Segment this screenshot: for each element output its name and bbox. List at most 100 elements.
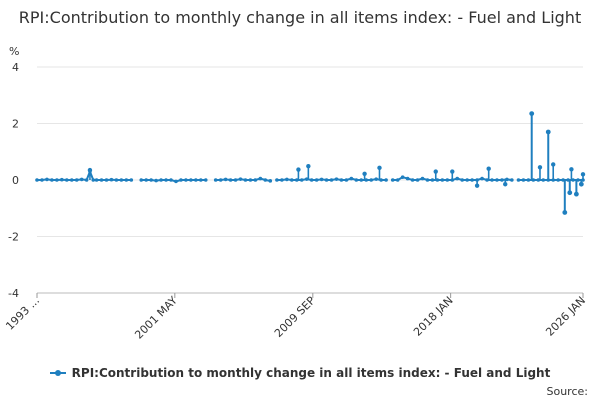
x-tick-labels: 1993 ... 2001 MAY 2009 SEP 2018 JAN 2026 JAN bbox=[3, 294, 588, 342]
data-point bbox=[213, 178, 218, 182]
data-point bbox=[285, 177, 289, 182]
data-point bbox=[460, 178, 465, 182]
data-point bbox=[189, 178, 193, 182]
data-point bbox=[324, 178, 329, 182]
large-move-point bbox=[573, 191, 579, 197]
y-tick-label: 2 bbox=[12, 118, 19, 131]
data-point bbox=[405, 176, 410, 181]
data-point bbox=[114, 178, 119, 182]
y-tick-label: -2 bbox=[8, 231, 19, 244]
data-point bbox=[500, 178, 504, 182]
data-point bbox=[124, 178, 129, 182]
spike-point bbox=[362, 171, 367, 176]
data-point bbox=[248, 178, 253, 182]
data-point bbox=[490, 178, 494, 182]
data-point bbox=[203, 178, 208, 182]
data-point bbox=[243, 178, 248, 182]
data-point bbox=[69, 178, 74, 182]
data-point bbox=[129, 178, 134, 182]
data-point bbox=[541, 178, 546, 182]
spike-point bbox=[503, 182, 508, 187]
data-point bbox=[445, 178, 450, 182]
data-point bbox=[184, 178, 188, 182]
data-point bbox=[159, 178, 163, 182]
data-point bbox=[314, 178, 319, 182]
data-point bbox=[109, 177, 114, 182]
spike-point bbox=[580, 172, 586, 177]
data-point bbox=[64, 178, 69, 182]
data-point bbox=[79, 177, 84, 182]
data-point bbox=[415, 178, 420, 182]
data-point bbox=[480, 176, 484, 181]
data-point bbox=[60, 177, 64, 182]
spike-point bbox=[474, 183, 480, 188]
spike-point bbox=[537, 165, 543, 170]
data-point bbox=[218, 178, 223, 182]
data-point bbox=[319, 177, 324, 182]
spike-point bbox=[486, 166, 491, 171]
data-point bbox=[144, 178, 148, 182]
data-point bbox=[465, 178, 469, 182]
spike-point bbox=[377, 165, 382, 171]
x-tick-label: 2018 JAN bbox=[411, 294, 456, 339]
legend-line-icon bbox=[49, 370, 66, 376]
y-tick-label: -4 bbox=[8, 287, 19, 300]
data-point bbox=[556, 178, 560, 182]
data-point bbox=[354, 178, 359, 182]
y-axis-unit-label: % bbox=[9, 45, 20, 58]
data-point bbox=[174, 179, 178, 184]
data-point bbox=[84, 178, 89, 182]
data-point bbox=[280, 178, 284, 182]
data-point bbox=[119, 178, 124, 182]
data-point bbox=[104, 178, 109, 182]
data-point bbox=[45, 177, 49, 182]
data-point bbox=[470, 178, 474, 182]
data-point bbox=[526, 178, 531, 182]
data-point bbox=[455, 176, 460, 181]
data-point bbox=[194, 178, 198, 182]
data-point bbox=[425, 178, 430, 182]
data-point bbox=[268, 179, 273, 183]
x-tick-label: 2026 JAN bbox=[543, 294, 588, 339]
data-point bbox=[369, 178, 374, 182]
data-point bbox=[430, 178, 435, 182]
data-point bbox=[164, 178, 168, 182]
data-point bbox=[521, 178, 526, 182]
data-point bbox=[238, 177, 243, 181]
data-point bbox=[329, 178, 334, 182]
legend[interactable]: RPI:Contribution to monthly change in al… bbox=[0, 366, 600, 380]
data-point bbox=[349, 176, 354, 181]
data-point bbox=[410, 178, 415, 182]
data-point bbox=[139, 178, 144, 182]
data-point bbox=[94, 178, 99, 182]
data-point bbox=[334, 177, 339, 181]
data-point bbox=[374, 177, 378, 181]
data-point bbox=[223, 177, 228, 182]
x-tick-label: 2001 MAY bbox=[132, 294, 180, 342]
data-point bbox=[440, 178, 445, 182]
data-point bbox=[258, 176, 263, 181]
data-point bbox=[395, 178, 400, 182]
data-point bbox=[420, 176, 425, 181]
data-point bbox=[233, 178, 238, 182]
data-point bbox=[359, 178, 364, 182]
data-point bbox=[510, 178, 514, 182]
data-point bbox=[253, 178, 258, 182]
y-tick-label: 4 bbox=[12, 61, 19, 74]
y-tick-labels: 4 2 0 -2 -4 bbox=[8, 61, 19, 300]
data-point bbox=[275, 178, 279, 182]
data-point bbox=[290, 178, 294, 182]
spike-point bbox=[551, 162, 556, 167]
data-point bbox=[299, 178, 304, 182]
large-move-point bbox=[545, 129, 551, 135]
data-point bbox=[344, 178, 349, 182]
data-point bbox=[384, 178, 388, 182]
spike-point bbox=[306, 163, 311, 169]
data-point bbox=[390, 178, 395, 182]
data-point bbox=[154, 178, 158, 183]
data-point bbox=[35, 178, 39, 182]
data-point bbox=[400, 175, 405, 179]
data-point bbox=[91, 178, 96, 182]
data-point bbox=[228, 178, 233, 182]
data-point bbox=[149, 178, 153, 182]
